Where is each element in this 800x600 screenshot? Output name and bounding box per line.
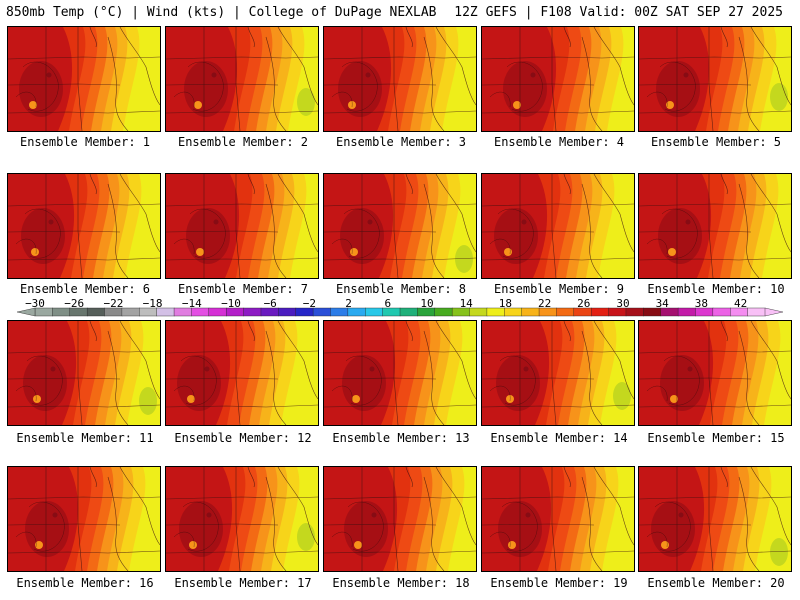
colorbar-swatch <box>747 307 766 317</box>
ensemble-member-map <box>481 320 635 426</box>
temperature-map <box>8 174 160 278</box>
ensemble-member-map <box>7 26 161 132</box>
ensemble-member-label: Ensemble Member: 13 <box>332 431 470 445</box>
header-valid-time: 12Z GEFS | F108 Valid: 00Z SAT SEP 27 20… <box>454 5 783 20</box>
ensemble-member-map <box>323 466 477 572</box>
temperature-map <box>8 321 160 425</box>
ensemble-member-map <box>165 320 319 426</box>
ensemble-member-label: Ensemble Member: 18 <box>332 576 470 590</box>
temperature-map <box>324 174 476 278</box>
ensemble-member-map <box>7 320 161 426</box>
colorbar-tick-label: −2 <box>302 297 317 310</box>
colorbar-right-arrow <box>764 307 784 317</box>
ensemble-member-map <box>7 466 161 572</box>
colorbar-tick-label: 6 <box>384 297 392 310</box>
colorbar-tick-label: 42 <box>733 297 748 310</box>
ensemble-member-label: Ensemble Member: 5 <box>650 135 782 149</box>
ensemble-member-label: Ensemble Member: 12 <box>174 431 312 445</box>
ensemble-member-label: Ensemble Member: 15 <box>647 431 785 445</box>
ensemble-member-label: Ensemble Member: 16 <box>16 576 154 590</box>
colorbar-swatch <box>677 307 696 317</box>
colorbar-tick-label: 26 <box>577 297 591 310</box>
ensemble-member-map <box>323 173 477 279</box>
temperature-map <box>166 27 318 131</box>
colorbar-tick-label: 2 <box>345 297 352 310</box>
temperature-map <box>166 174 318 278</box>
ensemble-member-map <box>638 320 792 426</box>
temperature-map <box>324 321 476 425</box>
temperature-map <box>639 467 791 571</box>
temperature-map <box>324 27 476 131</box>
ensemble-member-label: Ensemble Member: 19 <box>490 576 628 590</box>
colorbar-swatch <box>278 307 297 317</box>
header-title: 850mb Temp (°C) | Wind (kts) | College o… <box>6 5 437 20</box>
colorbar-swatch <box>521 307 540 317</box>
colorbar-tick-label: −26 <box>64 297 85 310</box>
temperature-map <box>482 321 634 425</box>
ensemble-member-map <box>638 466 792 572</box>
colorbar-tick-label: −22 <box>103 297 124 310</box>
ensemble-member-label: Ensemble Member: 8 <box>335 282 467 296</box>
temperature-map <box>639 174 791 278</box>
colorbar-tick-label: 14 <box>459 297 473 310</box>
ensemble-member-map <box>165 466 319 572</box>
colorbar-swatch <box>399 307 418 317</box>
colorbar-swatch <box>86 307 106 317</box>
ensemble-member-map <box>481 173 635 279</box>
temperature-map <box>8 467 160 571</box>
colorbar-swatch <box>590 307 610 317</box>
ensemble-member-label: Ensemble Member: 4 <box>493 135 625 149</box>
ensemble-member-label: Ensemble Member: 10 <box>647 282 785 296</box>
ensemble-member-label: Ensemble Member: 7 <box>177 282 309 296</box>
colorbar-tick-label: 10 <box>420 297 434 310</box>
temperature-map <box>166 321 318 425</box>
temperature-map <box>482 27 634 131</box>
ensemble-member-label: Ensemble Member: 1 <box>19 135 151 149</box>
colorbar-tick-label: −30 <box>25 297 45 310</box>
ensemble-member-label: Ensemble Member: 17 <box>174 576 312 590</box>
ensemble-member-map <box>481 26 635 132</box>
temperature-map <box>482 467 634 571</box>
ensemble-member-map <box>481 466 635 572</box>
ensemble-member-map <box>638 173 792 279</box>
colorbar-tick-label: 30 <box>616 297 630 310</box>
ensemble-member-label: Ensemble Member: 3 <box>335 135 467 149</box>
ensemble-member-label: Ensemble Member: 2 <box>177 135 309 149</box>
temperature-map <box>166 467 318 571</box>
ensemble-member-map <box>7 173 161 279</box>
colorbar-swatch <box>556 307 575 317</box>
ensemble-member-label: Ensemble Member: 14 <box>490 431 628 445</box>
colorbar-tick-label: −14 <box>181 297 202 310</box>
temperature-map <box>639 321 791 425</box>
ensemble-member-map <box>165 173 319 279</box>
temperature-map <box>8 27 160 131</box>
ensemble-member-map <box>638 26 792 132</box>
ensemble-member-map <box>165 26 319 132</box>
colorbar-tick-label: 18 <box>498 297 513 310</box>
colorbar-swatch <box>243 307 262 317</box>
colorbar-tick-label: −18 <box>142 297 163 310</box>
temperature-map <box>639 27 791 131</box>
colorbar-tick-label: 22 <box>537 297 552 310</box>
ensemble-member-label: Ensemble Member: 11 <box>16 431 154 445</box>
colorbar-swatch <box>365 307 384 317</box>
ensemble-member-label: Ensemble Member: 9 <box>493 282 625 296</box>
ensemble-member-label: Ensemble Member: 6 <box>19 282 151 296</box>
ensemble-member-map <box>323 320 477 426</box>
ensemble-member-label: Ensemble Member: 20 <box>647 576 785 590</box>
colorbar-swatch <box>121 307 140 317</box>
colorbar-swatch <box>434 307 453 317</box>
colorbar-left-arrow <box>16 307 36 317</box>
colorbar-tick-label: −6 <box>263 297 277 310</box>
temperature-map <box>482 174 634 278</box>
colorbar-swatch <box>712 307 731 317</box>
colorbar-tick-label: 38 <box>694 297 709 310</box>
colorbar <box>16 307 784 317</box>
colorbar-tick-label: −10 <box>221 297 241 310</box>
colorbar-tick-label: 34 <box>655 297 669 310</box>
temperature-map <box>324 467 476 571</box>
ensemble-member-map <box>323 26 477 132</box>
